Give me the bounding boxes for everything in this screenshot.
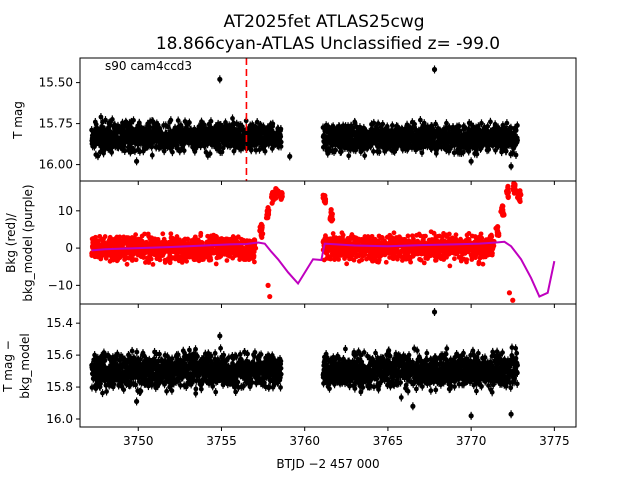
tmag-point <box>137 149 143 155</box>
tmag-point <box>208 118 214 124</box>
top-annotation: s90 cam4ccd3 <box>105 59 192 73</box>
tmag-point <box>419 150 425 156</box>
bkg-point <box>150 261 156 267</box>
tmag-point <box>181 148 187 154</box>
tmag-point <box>384 124 390 129</box>
chart-title-line2: 18.866cyan-ATLAS Unclassified z= -99.0 <box>156 34 500 54</box>
tmag-outlier-point <box>431 66 438 73</box>
tmag-point <box>479 120 484 126</box>
tmag-point <box>170 149 175 155</box>
tmag-point <box>168 117 174 123</box>
top-ytick-label: 15.75 <box>39 117 73 131</box>
chart-title-line1: AT2025fet ATLAS25cwg <box>223 12 424 32</box>
tmag-outlier-point <box>508 163 514 169</box>
tmag-point <box>380 121 386 127</box>
bkg-point <box>168 231 174 237</box>
tmag-point <box>122 148 128 154</box>
tmag-point <box>515 137 520 143</box>
tmag-point <box>131 117 136 123</box>
tmag-point <box>149 144 155 150</box>
tmag-point <box>147 124 152 129</box>
tmag-point <box>109 117 115 122</box>
top-ytick-label: 16.00 <box>39 158 73 172</box>
tmag-point <box>98 114 104 120</box>
bkg-point <box>160 231 166 237</box>
panel-top: s90 cam4ccd3 T mag 15.50 15.75 16.00 <box>11 57 577 182</box>
tmag-point <box>109 149 115 155</box>
top-ytick-label: 15.50 <box>39 76 73 90</box>
tmag-point <box>201 122 207 128</box>
middle-marks <box>89 180 524 303</box>
tmag-point <box>504 120 510 126</box>
tmag-point <box>433 151 439 156</box>
tmag-point <box>262 148 268 154</box>
tmag-point <box>503 148 509 154</box>
bkg-point <box>102 234 108 239</box>
tmag-point <box>149 152 155 158</box>
panel-middle: Bkg (red)/ bkg_model (purple) 100−10 <box>4 180 577 305</box>
top-marks <box>89 65 520 171</box>
tmag-point <box>107 123 113 128</box>
tmag-point <box>488 119 493 125</box>
tmag-point <box>412 121 417 127</box>
tmag-point <box>187 120 192 125</box>
bkg-point <box>133 257 139 263</box>
tmag-point <box>175 118 181 123</box>
tmag-point <box>270 121 276 127</box>
tmag-point <box>278 126 284 132</box>
tmag-point <box>103 117 108 123</box>
tmag-point <box>217 142 222 148</box>
top-yticks: 15.50 15.75 16.00 <box>39 76 80 172</box>
tmag-point <box>207 151 213 157</box>
tmag-point <box>456 123 462 129</box>
top-axes-frame <box>79 57 577 182</box>
top-ylabel: T mag <box>11 101 25 140</box>
bkg-point <box>184 258 190 264</box>
bkg-point <box>148 256 154 262</box>
tmag-outlier-point <box>468 158 474 164</box>
tmag-point <box>417 117 423 123</box>
tmag-point <box>178 122 184 128</box>
tmag-point <box>513 152 519 158</box>
tmag-point <box>333 147 339 153</box>
bkg-point <box>133 232 139 238</box>
tmag-point <box>474 151 480 157</box>
tmag-point <box>362 153 368 159</box>
tmag-point <box>433 121 439 127</box>
tmag-point <box>389 123 395 128</box>
tmag-point <box>338 149 344 154</box>
tmag-outlier-point <box>217 76 223 82</box>
tmag-point <box>346 153 352 159</box>
tmag-outlier-point <box>287 153 293 159</box>
bkg-point <box>157 257 163 263</box>
tmag-point <box>278 139 284 145</box>
tmag-point <box>376 149 382 155</box>
tmag-point <box>177 148 183 154</box>
tmag-point <box>514 123 520 128</box>
tmag-outlier-point <box>133 158 140 164</box>
tmag-point <box>95 153 101 159</box>
tmag-point <box>248 147 254 153</box>
bkg-point <box>124 261 130 267</box>
